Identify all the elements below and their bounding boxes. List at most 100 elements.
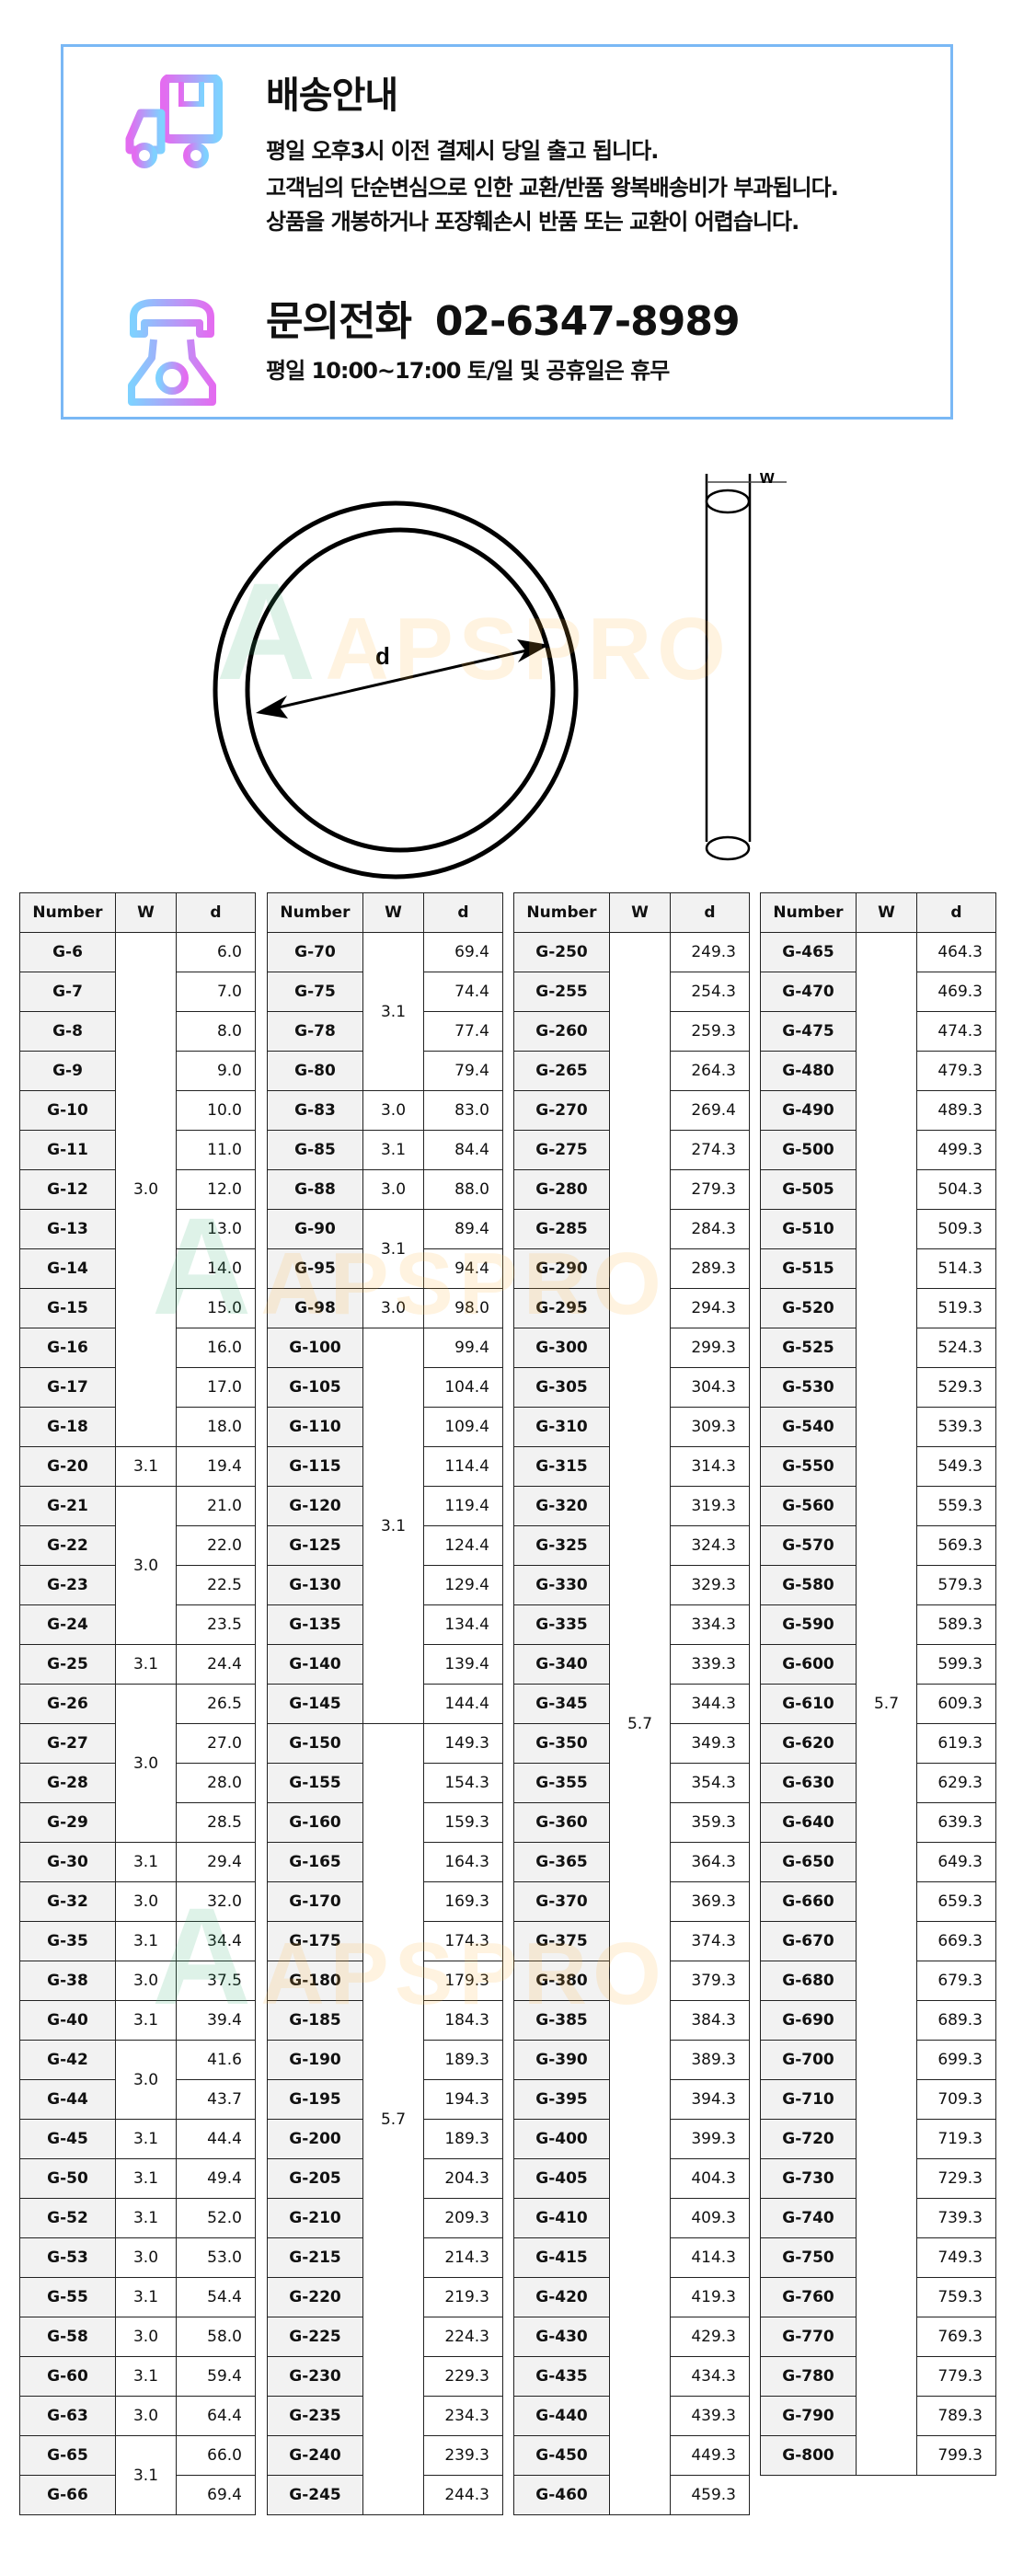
contact-label: 문의전화 [266, 298, 412, 345]
oring-width-w: 3.1 [362, 1209, 424, 1289]
oring-number: G-250 [513, 932, 610, 972]
oring-number: G-66 [19, 2475, 116, 2515]
oring-number: G-400 [513, 2119, 610, 2159]
table-row: G-465 5.7 464.3 [760, 932, 996, 2476]
table-row: G-275 274.3 [513, 1130, 750, 1170]
table-row: G-11 11.0 [19, 1130, 256, 1170]
table-row: G-83 3.0 83.0 [267, 1090, 503, 1131]
table-row: G-6 3.0 6.0 [19, 932, 256, 1447]
oring-inner-diameter-d: 259.3 [670, 1011, 750, 1052]
oring-inner-diameter-d: 759.3 [916, 2277, 996, 2317]
oring-number: G-10 [19, 1090, 116, 1131]
table-row: G-18 18.0 [19, 1407, 256, 1447]
table-row: G-530 529.3 [760, 1367, 996, 1408]
oring-width-w: 3.0 [115, 2396, 177, 2436]
oring-number: G-85 [267, 1130, 363, 1170]
oring-number: G-500 [760, 1130, 857, 1170]
table-row: G-370 369.3 [513, 1881, 750, 1922]
table-row: G-790 789.3 [760, 2396, 996, 2436]
oring-inner-diameter-d: 314.3 [670, 1446, 750, 1487]
oring-number: G-245 [267, 2475, 363, 2515]
oring-number: G-8 [19, 1011, 116, 1052]
header-d: d [423, 892, 503, 933]
table-row: G-395 394.3 [513, 2079, 750, 2120]
oring-inner-diameter-d: 679.3 [916, 1961, 996, 2001]
oring-number: G-215 [267, 2237, 363, 2278]
oring-number: G-590 [760, 1604, 857, 1645]
oring-inner-diameter-d: 83.0 [423, 1090, 503, 1131]
oring-inner-diameter-d: 134.4 [423, 1604, 503, 1645]
oring-number: G-170 [267, 1881, 363, 1922]
arrow-head-left-icon [256, 696, 288, 719]
oring-inner-diameter-d: 609.3 [916, 1684, 996, 1724]
oring-inner-diameter-d: 8.0 [176, 1011, 256, 1052]
oring-number: G-355 [513, 1763, 610, 1803]
oring-number: G-620 [760, 1723, 857, 1764]
oring-inner-diameter-d: 214.3 [423, 2237, 503, 2278]
table-row: G-515 514.3 [760, 1248, 996, 1289]
oring-inner-diameter-d: 619.3 [916, 1723, 996, 1764]
table-row: G-405 404.3 [513, 2158, 750, 2199]
oring-number: G-13 [19, 1209, 116, 1249]
oring-number: G-650 [760, 1842, 857, 1882]
oring-number: G-525 [760, 1328, 857, 1368]
oring-number: G-330 [513, 1565, 610, 1605]
oring-inner-diameter-d: 18.0 [176, 1407, 256, 1447]
oring-number: G-175 [267, 1921, 363, 1961]
oring-width-w: 3.1 [362, 1328, 424, 1724]
oring-number: G-15 [19, 1288, 116, 1328]
oring-inner-diameter-d: 23.5 [176, 1604, 256, 1645]
oring-inner-diameter-d: 769.3 [916, 2317, 996, 2357]
oring-number: G-150 [267, 1723, 363, 1764]
table-row: G-570 569.3 [760, 1525, 996, 1566]
oring-number: G-630 [760, 1763, 857, 1803]
table-row: G-345 344.3 [513, 1684, 750, 1724]
oring-number: G-480 [760, 1051, 857, 1091]
table-row: G-220 219.3 [267, 2277, 503, 2317]
oring-number: G-220 [267, 2277, 363, 2317]
oring-number: G-515 [760, 1248, 857, 1289]
table-row: G-650 649.3 [760, 1842, 996, 1882]
oring-inner-diameter-d: 11.0 [176, 1130, 256, 1170]
table-row: G-505 504.3 [760, 1169, 996, 1210]
table-row: G-500 499.3 [760, 1130, 996, 1170]
table-row: G-255 254.3 [513, 972, 750, 1012]
oring-inner-diameter-d: 779.3 [916, 2356, 996, 2397]
oring-inner-diameter-d: 269.4 [670, 1090, 750, 1131]
oring-inner-diameter-d: 54.4 [176, 2277, 256, 2317]
oring-inner-diameter-d: 249.3 [670, 932, 750, 972]
oring-number: G-475 [760, 1011, 857, 1052]
oring-number: G-680 [760, 1961, 857, 2001]
oring-number: G-420 [513, 2277, 610, 2317]
oring-number: G-280 [513, 1169, 610, 1210]
table-row: G-320 319.3 [513, 1486, 750, 1526]
oring-inner-diameter-d: 274.3 [670, 1130, 750, 1170]
oring-number: G-700 [760, 2040, 857, 2080]
oring-inner-diameter-d: 359.3 [670, 1802, 750, 1843]
oring-width-w: 3.1 [115, 1644, 177, 1685]
oring-inner-diameter-d: 244.3 [423, 2475, 503, 2515]
table-row: G-740 739.3 [760, 2198, 996, 2238]
contact-phone-number[interactable]: 02-6347-8989 [434, 298, 741, 345]
oring-inner-diameter-d: 41.6 [176, 2040, 256, 2080]
oring-number: G-710 [760, 2079, 857, 2120]
table-row: G-14 14.0 [19, 1248, 256, 1289]
oring-inner-diameter-d: 16.0 [176, 1328, 256, 1368]
table-row: G-40 3.1 39.4 [19, 2000, 256, 2041]
oring-inner-diameter-d: 369.3 [670, 1881, 750, 1922]
oring-number: G-435 [513, 2356, 610, 2397]
contact-hours: 평일 10:00~17:00 토/일 및 공휴일은 휴무 [266, 358, 670, 384]
table-row: G-15 15.0 [19, 1288, 256, 1328]
header-w: W [362, 892, 424, 933]
oring-number: G-18 [19, 1407, 116, 1447]
oring-number: G-185 [267, 2000, 363, 2041]
oring-number: G-580 [760, 1565, 857, 1605]
oring-number: G-380 [513, 1961, 610, 2001]
table-row: G-205 204.3 [267, 2158, 503, 2199]
oring-inner-diameter-d: 149.3 [423, 1723, 503, 1764]
oring-inner-diameter-d: 194.3 [423, 2079, 503, 2120]
table-row: G-185 184.3 [267, 2000, 503, 2041]
table-row: G-235 234.3 [267, 2396, 503, 2436]
oring-number: G-11 [19, 1130, 116, 1170]
